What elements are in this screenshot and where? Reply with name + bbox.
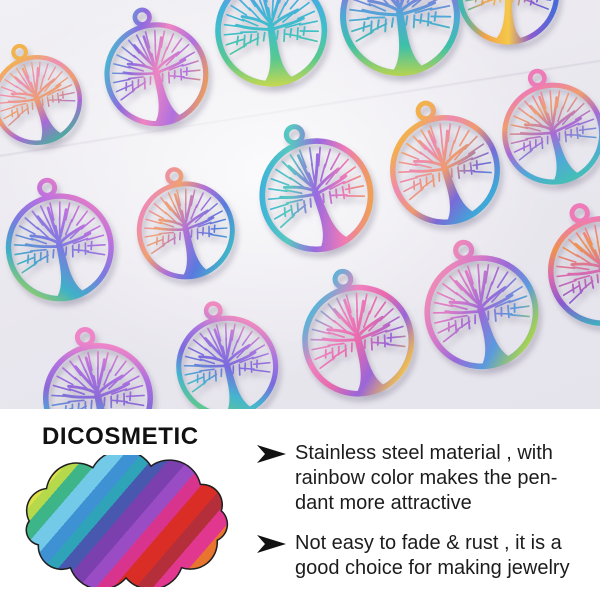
arrow-bullet-icon	[257, 445, 286, 463]
tree-of-life-pendant	[175, 301, 278, 409]
feature-text: Not easy to fade & rust , it is a good c…	[295, 531, 570, 581]
feature-text: Stainless steel material , with rainbow …	[295, 441, 557, 516]
tree-of-life-pendant	[423, 239, 538, 370]
feature-line: rainbow color makes the pen-	[295, 467, 558, 489]
tree-of-life-pendant	[43, 327, 153, 409]
tree-of-life-pendant	[214, 0, 327, 87]
cloud-shape	[25, 455, 229, 587]
tree-of-life-pendant	[0, 43, 82, 146]
brand-logo-text: DICOSMETIC	[42, 423, 199, 450]
tree-of-life-pendant	[301, 269, 414, 397]
tree-of-life-pendant	[136, 166, 235, 279]
tree-of-life-pendant	[548, 203, 600, 327]
tree-of-life-pendant	[258, 123, 373, 253]
feature-bullet: Stainless steel material , with rainbow …	[257, 441, 557, 516]
tree-of-life-pendant	[340, 0, 460, 76]
arrow-bullet-icon	[257, 535, 286, 553]
feature-line: Stainless steel material , with	[295, 442, 553, 464]
tree-of-life-pendant	[6, 177, 114, 301]
feature-line: good choice for making jewelry	[295, 557, 570, 579]
rainbow-cloud-graphic	[25, 455, 229, 587]
feature-line: dant more attractive	[295, 492, 472, 514]
info-section: DICOSMETIC Stainless steel material , wi…	[0, 409, 600, 600]
tree-of-life-pendant	[103, 7, 208, 127]
feature-line: Not easy to fade & rust , it is a	[295, 532, 562, 554]
feature-bullet: Not easy to fade & rust , it is a good c…	[257, 531, 570, 581]
tree-of-life-pendant	[390, 100, 500, 226]
product-photo	[0, 0, 600, 409]
tree-of-life-pendant	[457, 0, 559, 45]
